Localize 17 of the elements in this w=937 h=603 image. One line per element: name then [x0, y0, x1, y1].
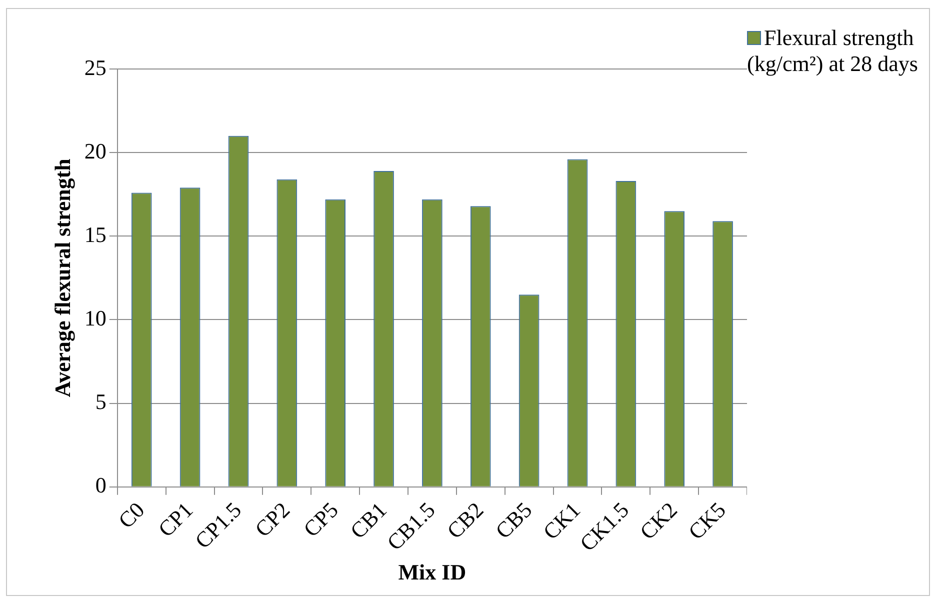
x-axis-title: Mix ID [398, 559, 466, 584]
y-tick-label: 0 [95, 472, 106, 498]
x-tick-label: CK2 [634, 497, 682, 544]
x-tick-label: C0 [113, 497, 150, 533]
y-tick-label: 10 [84, 306, 106, 331]
y-axis-title: Average flexural strength [50, 158, 75, 398]
y-tick-label: 25 [84, 54, 106, 80]
x-tick-label: CP5 [298, 497, 343, 542]
legend-label: Flexural strength (kg/cm²) at 28 days [747, 25, 919, 77]
x-tick-label: CB2 [442, 497, 488, 544]
y-tick-label: 15 [84, 222, 106, 247]
y-tick-label: 20 [84, 138, 106, 164]
x-tick-label: CP2 [250, 497, 295, 542]
x-tick-label: CB5 [490, 497, 537, 544]
x-tick-label: CK5 [683, 497, 730, 544]
y-tick-label: 5 [95, 389, 106, 414]
x-tick-label: CP1 [153, 497, 198, 542]
